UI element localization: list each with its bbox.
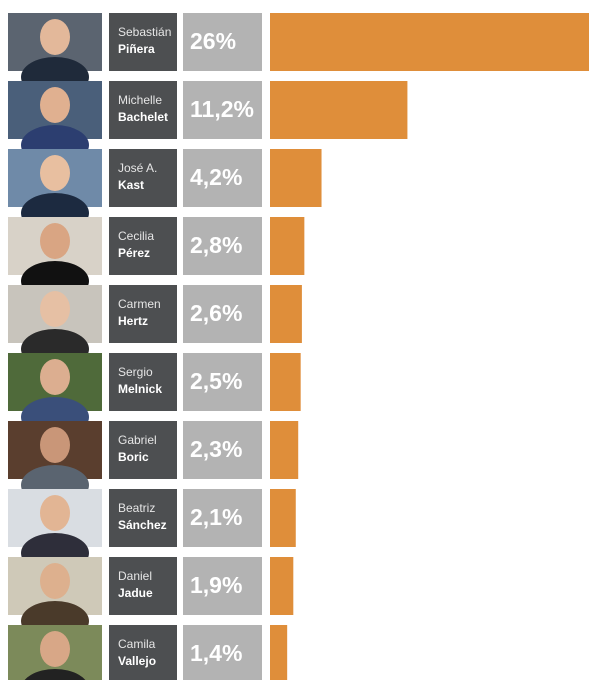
- value-label: 1,9%: [190, 572, 242, 598]
- row: Gabriel Boric 2,3%: [8, 421, 299, 505]
- value-label: 1,4%: [190, 640, 242, 666]
- name-box: [109, 149, 177, 207]
- name-box: [109, 13, 177, 71]
- bar: [270, 421, 299, 479]
- row: Sebastián Piñera 26%: [8, 13, 589, 97]
- value-box: [183, 557, 262, 615]
- photo-face: [40, 359, 70, 395]
- photo-face: [40, 291, 70, 327]
- bar: [270, 557, 294, 615]
- row: Carmen Hertz 2,6%: [8, 285, 302, 369]
- value-box: [183, 81, 262, 139]
- value-box: [183, 13, 262, 71]
- first-name: Gabriel: [118, 433, 157, 447]
- bar: [270, 149, 322, 207]
- photo-face: [40, 631, 70, 667]
- photo-face: [40, 223, 70, 259]
- value-box: [183, 353, 262, 411]
- value-box: [183, 421, 262, 479]
- last-name: Pérez: [118, 246, 150, 260]
- value-label: 4,2%: [190, 164, 242, 190]
- photo-face: [40, 427, 70, 463]
- row: Sergio Melnick 2,5%: [8, 353, 301, 437]
- name-box: [109, 489, 177, 547]
- value-label: 26%: [190, 28, 236, 54]
- first-name: Beatriz: [118, 501, 155, 515]
- photo-face: [40, 495, 70, 531]
- bar: [270, 285, 302, 343]
- last-name: Melnick: [118, 382, 162, 396]
- last-name: Vallejo: [118, 654, 156, 668]
- bar: [270, 13, 589, 71]
- bar: [270, 625, 288, 680]
- value-box: [183, 625, 262, 680]
- name-box: [109, 421, 177, 479]
- first-name: José A.: [118, 161, 157, 175]
- photo-face: [40, 19, 70, 55]
- last-name: Sánchez: [118, 518, 167, 532]
- photo-face: [40, 155, 70, 191]
- bar: [270, 489, 296, 547]
- name-box: [109, 353, 177, 411]
- first-name: Cecilia: [118, 229, 154, 243]
- photo-face: [40, 87, 70, 123]
- last-name: Piñera: [118, 42, 155, 56]
- first-name: Sebastián: [118, 25, 171, 39]
- photo-body: [24, 669, 86, 680]
- value-box: [183, 149, 262, 207]
- first-name: Camila: [118, 637, 156, 651]
- last-name: Jadue: [118, 586, 153, 600]
- row: Camila Vallejo 1,4%: [8, 625, 288, 680]
- value-label: 2,5%: [190, 368, 242, 394]
- last-name: Hertz: [118, 314, 148, 328]
- first-name: Daniel: [118, 569, 152, 583]
- value-label: 2,1%: [190, 504, 242, 530]
- value-label: 2,6%: [190, 300, 242, 326]
- last-name: Boric: [118, 450, 149, 464]
- last-name: Kast: [118, 178, 144, 192]
- bar: [270, 217, 305, 275]
- value-box: [183, 489, 262, 547]
- value-box: [183, 217, 262, 275]
- last-name: Bachelet: [118, 110, 168, 124]
- value-label: 11,2%: [190, 96, 254, 122]
- name-box: [109, 217, 177, 275]
- first-name: Sergio: [118, 365, 153, 379]
- row: Cecilia Pérez 2,8%: [8, 217, 305, 301]
- name-box: [109, 285, 177, 343]
- value-box: [183, 285, 262, 343]
- bar: [270, 81, 408, 139]
- name-box: [109, 81, 177, 139]
- bar: [270, 353, 301, 411]
- photo-face: [40, 563, 70, 599]
- name-box: [109, 625, 177, 680]
- value-label: 2,3%: [190, 436, 242, 462]
- first-name: Michelle: [118, 93, 162, 107]
- first-name: Carmen: [118, 297, 161, 311]
- value-label: 2,8%: [190, 232, 242, 258]
- name-box: [109, 557, 177, 615]
- row: Beatriz Sánchez 2,1%: [8, 489, 296, 573]
